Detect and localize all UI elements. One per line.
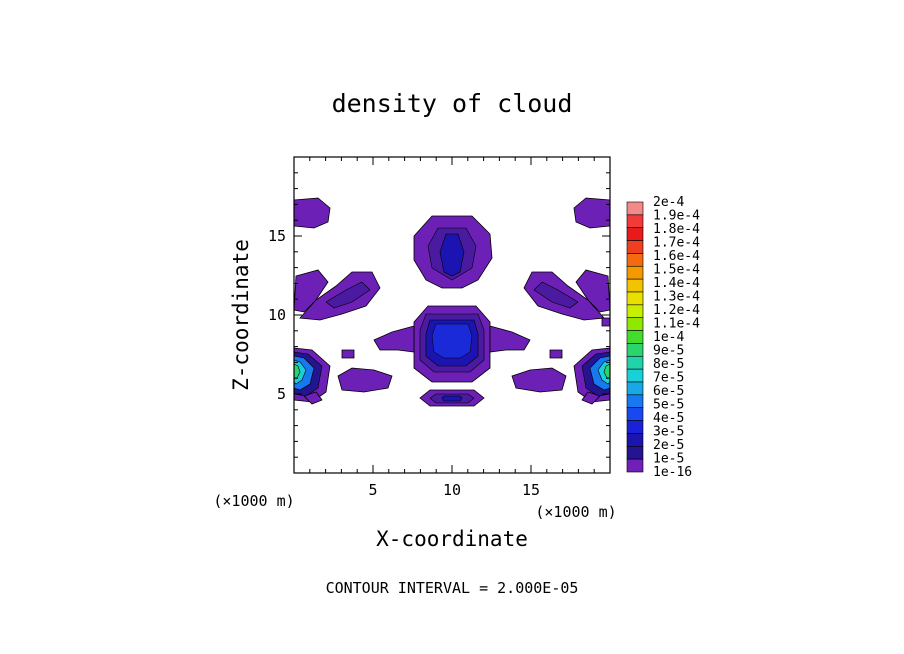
colorbar-swatch <box>626 420 644 434</box>
x-unit-label: (×1000 m) <box>535 503 616 521</box>
contour-dot-4 <box>549 349 563 359</box>
contour-left-streak-inner <box>325 281 371 309</box>
contour-central-right-arm <box>489 325 531 353</box>
colorbar: 2e-41.9e-41.8e-41.7e-41.6e-41.5e-41.4e-4… <box>626 195 700 480</box>
chart-title: density of cloud <box>332 89 573 118</box>
x-tick-label: 10 <box>443 481 461 499</box>
colorbar-label: 1.8e-4 <box>653 222 700 237</box>
colorbar-label: 1e-5 <box>653 452 684 467</box>
colorbar-label: 1.3e-4 <box>653 290 700 305</box>
colorbar-label: 1.5e-4 <box>653 263 700 278</box>
x-tick-label: 5 <box>368 481 377 499</box>
colorbar-swatch <box>626 265 644 280</box>
colorbar-label: 9e-5 <box>653 344 684 359</box>
colorbar-label: 1.7e-4 <box>653 236 700 251</box>
colorbar-label: 1.6e-4 <box>653 249 700 264</box>
colorbar-swatch <box>626 343 644 357</box>
contour-right-streak-inner <box>533 281 579 309</box>
colorbar-label: 8e-5 <box>653 357 684 372</box>
colorbar-label: 3e-5 <box>653 425 684 440</box>
colorbar-swatch <box>626 458 644 473</box>
colorbar-label: 1.1e-4 <box>653 317 700 332</box>
contour-lower-core <box>441 395 463 402</box>
colorbar-swatch <box>626 355 644 370</box>
colorbar-swatch <box>626 253 644 267</box>
edge-left-level-4 <box>294 363 301 379</box>
y-tick-label: 5 <box>277 385 286 403</box>
y-tick-label: 10 <box>268 306 286 324</box>
y-unit-label: (×1000 m) <box>213 492 294 510</box>
axis-tick-labels: 5 10 15 5 10 15 <box>268 227 540 499</box>
colorbar-label: 5e-5 <box>653 398 684 413</box>
contour-dot-3 <box>341 349 355 359</box>
colorbar-label: 1e-16 <box>653 465 692 480</box>
y-tick-label: 15 <box>268 227 286 245</box>
contour-dot-1 <box>303 391 323 405</box>
contour-top-right <box>573 197 610 229</box>
colorbar-swatch <box>626 381 644 396</box>
colorbar-swatch <box>626 304 644 319</box>
colorbar-swatch <box>626 201 644 216</box>
colorbar-swatch <box>626 445 644 460</box>
contour-lower-right-patch <box>511 367 567 393</box>
colorbar-swatch <box>626 291 644 306</box>
colorbar-swatch <box>626 394 644 409</box>
contour-dot-2 <box>581 391 601 405</box>
colorbar-label: 1e-4 <box>653 330 684 345</box>
colorbar-label: 6e-5 <box>653 384 684 399</box>
colorbar-label: 2e-5 <box>653 438 684 453</box>
contour-central-peak <box>431 323 473 359</box>
colorbar-swatch <box>626 278 644 293</box>
colorbar-swatch <box>626 433 644 447</box>
colorbar-swatch <box>626 240 644 254</box>
axis-ticks <box>294 157 610 473</box>
x-tick-label: 15 <box>522 481 540 499</box>
contour-lower-left-patch <box>337 367 393 393</box>
colorbar-swatch <box>626 330 644 344</box>
colorbar-swatch <box>626 368 644 383</box>
colorbar-label: 1.4e-4 <box>653 276 700 291</box>
contour-central-left-arm <box>373 325 415 353</box>
cloud-density-field <box>294 197 610 407</box>
colorbar-label: 4e-5 <box>653 411 684 426</box>
contour-upper-core <box>439 233 465 277</box>
colorbar-label: 1.2e-4 <box>653 303 700 318</box>
colorbar-swatch <box>626 214 644 229</box>
colorbar-label: 7e-5 <box>653 371 684 386</box>
contour-dot-5 <box>601 317 610 327</box>
colorbar-label: 2e-4 <box>653 195 684 210</box>
contour-interval-footer: CONTOUR INTERVAL = 2.000E-05 <box>326 579 579 597</box>
colorbar-swatch <box>626 317 644 331</box>
colorbar-swatch <box>626 407 644 421</box>
edge-right-level-4 <box>603 363 610 379</box>
contour-top-left <box>294 197 331 229</box>
colorbar-swatch <box>626 227 644 241</box>
colorbar-label: 1.9e-4 <box>653 209 700 224</box>
x-axis-label: X-coordinate <box>376 527 528 551</box>
y-axis-label: Z-coordinate <box>229 239 253 391</box>
